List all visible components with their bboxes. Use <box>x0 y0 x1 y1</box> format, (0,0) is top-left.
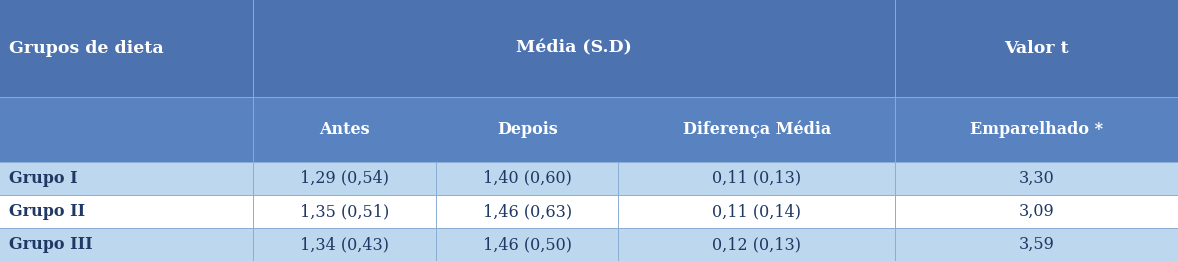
Bar <box>436 162 618 195</box>
Bar <box>895 195 1178 228</box>
Text: Média (S.D): Média (S.D) <box>516 40 633 57</box>
Bar <box>436 0 618 97</box>
Bar <box>0 162 253 195</box>
Bar <box>618 97 895 162</box>
Text: 3,09: 3,09 <box>1019 203 1054 220</box>
Bar <box>436 97 618 162</box>
Bar <box>0 228 253 261</box>
Text: Antes: Antes <box>319 121 370 138</box>
Bar <box>895 97 1178 162</box>
Text: 1,46 (0,50): 1,46 (0,50) <box>483 236 571 253</box>
Bar <box>618 162 895 195</box>
Text: 0,11 (0,14): 0,11 (0,14) <box>713 203 801 220</box>
Bar <box>253 0 436 97</box>
Bar <box>436 195 618 228</box>
Text: Diferença Média: Diferença Média <box>683 120 830 138</box>
Text: 0,12 (0,13): 0,12 (0,13) <box>713 236 801 253</box>
Text: 1,35 (0,51): 1,35 (0,51) <box>300 203 389 220</box>
Text: Grupos de dieta: Grupos de dieta <box>9 40 164 57</box>
Text: 0,11 (0,13): 0,11 (0,13) <box>713 170 801 187</box>
Text: Grupo I: Grupo I <box>9 170 78 187</box>
Text: 1,40 (0,60): 1,40 (0,60) <box>483 170 571 187</box>
Bar <box>618 195 895 228</box>
Bar <box>618 228 895 261</box>
Text: 3,30: 3,30 <box>1019 170 1054 187</box>
Bar <box>895 228 1178 261</box>
Bar <box>0 0 253 97</box>
Bar <box>253 195 436 228</box>
Bar <box>618 0 895 97</box>
Text: 1,29 (0,54): 1,29 (0,54) <box>300 170 389 187</box>
Text: Grupo III: Grupo III <box>9 236 93 253</box>
Bar <box>253 162 436 195</box>
Bar <box>436 228 618 261</box>
Text: Depois: Depois <box>497 121 557 138</box>
Text: 3,59: 3,59 <box>1019 236 1054 253</box>
Text: 1,46 (0,63): 1,46 (0,63) <box>483 203 571 220</box>
Text: Emparelhado *: Emparelhado * <box>969 121 1104 138</box>
Text: 1,34 (0,43): 1,34 (0,43) <box>300 236 389 253</box>
Bar <box>0 97 253 162</box>
Bar <box>253 97 436 162</box>
Text: Valor t: Valor t <box>1005 40 1068 57</box>
Bar <box>0 195 253 228</box>
Bar <box>253 228 436 261</box>
Bar <box>895 0 1178 97</box>
Text: Grupo II: Grupo II <box>9 203 86 220</box>
Bar <box>895 162 1178 195</box>
